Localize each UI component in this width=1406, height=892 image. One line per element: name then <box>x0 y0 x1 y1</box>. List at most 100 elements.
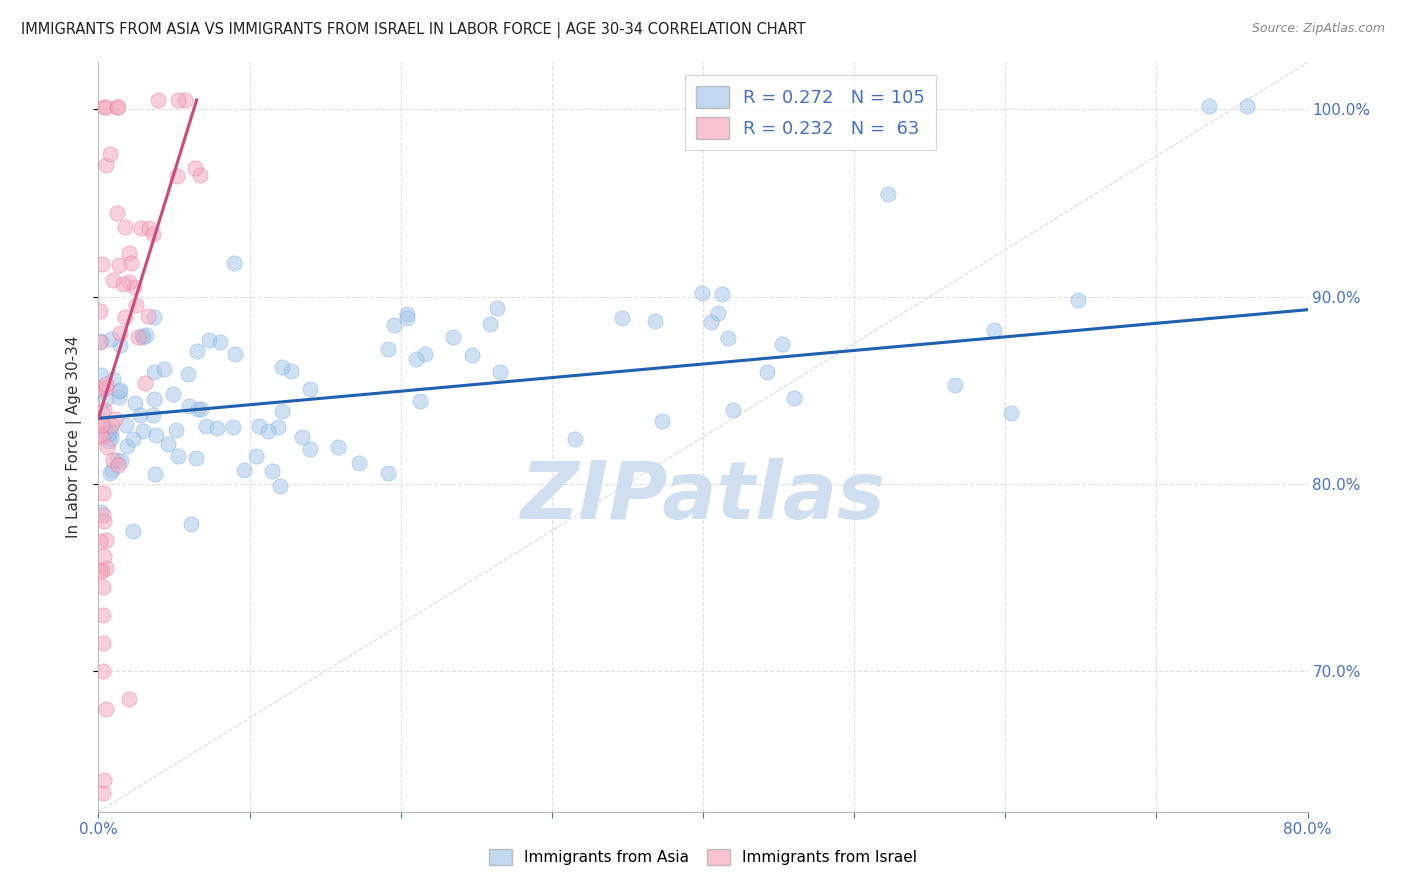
Point <box>396 307 419 321</box>
Point <box>93 402 115 417</box>
Point <box>755 365 778 379</box>
Point <box>90 505 112 519</box>
Point <box>93 549 115 563</box>
Point <box>94 561 117 575</box>
Point <box>121 524 143 538</box>
Point <box>692 285 714 300</box>
Point <box>105 453 128 467</box>
Point <box>91 786 114 800</box>
Point <box>943 377 966 392</box>
Text: Source: ZipAtlas.com: Source: ZipAtlas.com <box>1251 22 1385 36</box>
Point <box>101 273 124 287</box>
Point <box>110 338 132 352</box>
Point <box>94 701 117 715</box>
Point <box>145 428 167 442</box>
Point <box>103 452 125 467</box>
Point <box>190 401 212 416</box>
Point <box>180 516 202 531</box>
Point <box>651 414 673 428</box>
Point <box>131 328 153 343</box>
Point <box>108 384 131 398</box>
Point <box>232 463 254 477</box>
Point <box>100 425 122 439</box>
Point <box>165 423 187 437</box>
Legend: Immigrants from Asia, Immigrants from Israel: Immigrants from Asia, Immigrants from Is… <box>482 843 924 871</box>
Point <box>783 391 806 405</box>
Point <box>478 317 501 331</box>
Text: ZIPatlas: ZIPatlas <box>520 458 886 536</box>
Point <box>100 332 122 346</box>
Point <box>142 227 165 242</box>
Point <box>112 277 135 291</box>
Point <box>97 422 120 436</box>
Point <box>90 417 112 432</box>
Point <box>1067 293 1090 307</box>
Point <box>177 399 200 413</box>
Point <box>326 440 349 454</box>
Point <box>195 419 218 434</box>
Point <box>405 351 427 366</box>
Point <box>610 311 633 326</box>
Y-axis label: In Labor Force | Age 30-34: In Labor Force | Age 30-34 <box>66 335 83 539</box>
Point <box>222 256 245 270</box>
Point <box>91 607 114 622</box>
Point <box>142 408 165 422</box>
Point <box>280 364 302 378</box>
Point <box>299 383 322 397</box>
Point <box>224 347 246 361</box>
Point <box>89 533 111 548</box>
Point <box>138 221 160 235</box>
Point <box>721 403 744 417</box>
Point <box>93 100 115 114</box>
Point <box>114 310 136 325</box>
Point <box>382 318 405 332</box>
Point <box>105 100 128 114</box>
Point <box>91 664 114 679</box>
Point <box>89 303 111 318</box>
Point <box>205 421 228 435</box>
Point <box>134 376 156 390</box>
Point <box>89 335 111 350</box>
Point <box>100 431 122 445</box>
Point <box>91 383 114 397</box>
Point <box>122 432 145 446</box>
Point <box>142 310 165 325</box>
Point <box>115 439 138 453</box>
Point <box>186 343 208 358</box>
Point <box>167 93 190 107</box>
Point <box>96 381 118 395</box>
Point <box>110 454 132 468</box>
Point <box>114 220 136 235</box>
Point <box>983 323 1005 337</box>
Point <box>91 508 114 523</box>
Point <box>188 168 211 182</box>
Point <box>107 100 129 114</box>
Point <box>96 426 118 441</box>
Point <box>173 93 195 107</box>
Point <box>98 466 121 480</box>
Point <box>162 387 184 401</box>
Point <box>89 564 111 578</box>
Point <box>269 479 291 493</box>
Point <box>91 257 114 271</box>
Point <box>104 412 127 426</box>
Point <box>486 301 509 315</box>
Point <box>132 329 155 343</box>
Point <box>347 456 370 470</box>
Point <box>1198 98 1220 112</box>
Point <box>89 427 111 442</box>
Point <box>396 310 419 325</box>
Point <box>91 580 114 594</box>
Point <box>208 335 231 350</box>
Point <box>198 333 221 347</box>
Point <box>136 309 159 323</box>
Point <box>105 206 128 220</box>
Point <box>413 347 436 361</box>
Point <box>441 330 464 344</box>
Point <box>298 442 321 456</box>
Point <box>245 449 267 463</box>
Point <box>91 636 114 650</box>
Point <box>877 186 900 201</box>
Point <box>124 396 146 410</box>
Point <box>90 334 112 348</box>
